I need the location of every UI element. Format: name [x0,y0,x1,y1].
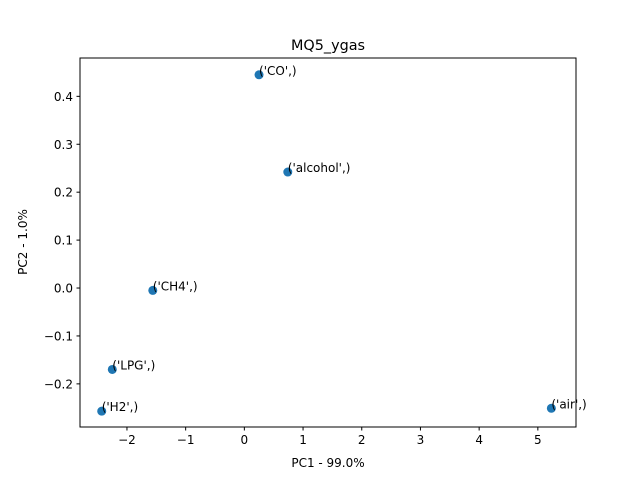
x-axis-ticks: −2 −1 0 1 2 3 4 5 [118,427,542,447]
data-point [107,364,117,374]
data-point [97,406,107,416]
data-point-label: ('H2',) [102,400,138,414]
data-point [254,70,264,80]
data-point-label: ('alcohol',) [288,161,351,175]
y-axis-ticks: −0.2 −0.1 0.0 0.1 0.2 0.3 0.4 [44,90,80,391]
x-tick-label: −1 [177,433,195,447]
y-tick-label: 0.0 [54,282,73,296]
data-point [546,403,556,413]
y-axis-label: PC2 - 1.0% [16,209,30,275]
y-tick-label: 0.2 [54,186,73,200]
data-point-label: ('air',) [551,397,586,411]
y-tick-label: −0.2 [44,377,73,391]
data-point [283,167,293,177]
x-tick-label: −2 [118,433,136,447]
x-tick-label: 2 [358,433,366,447]
x-tick-label: 0 [241,433,249,447]
y-tick-label: 0.4 [54,90,73,104]
plot-frame [79,57,577,428]
data-point-label: ('CH4',) [153,279,198,293]
x-tick-label: 3 [417,433,425,447]
data-point-label: ('CO',) [259,64,297,78]
y-tick-label: 0.1 [54,234,73,248]
y-tick-label: −0.1 [44,329,73,343]
chart-title: MQ5_ygas [291,38,365,54]
data-point [148,285,158,295]
x-tick-label: 4 [475,433,483,447]
data-point-label: ('LPG',) [112,358,155,372]
y-tick-label: 0.3 [54,138,73,152]
plot-area [79,57,577,428]
data-points: ('CO',) ('alcohol',) ('CH4',) ('LPG',) ('H2'… [97,64,587,416]
x-axis-label: PC1 - 99.0% [291,456,364,470]
x-tick-label: 5 [534,433,542,447]
x-tick-label: 1 [299,433,307,447]
